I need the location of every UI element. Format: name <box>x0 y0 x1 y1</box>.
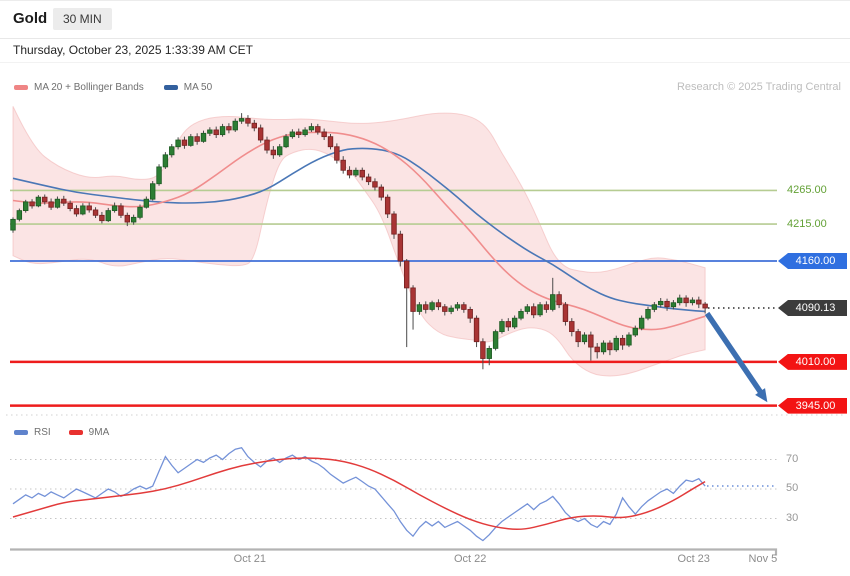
sub-divider <box>0 62 850 63</box>
rsi-axis-tick: 50 <box>786 482 799 494</box>
x-axis-date-label: Oct 22 <box>453 553 487 565</box>
rsi-label: RSI <box>34 427 51 438</box>
rsi-9ma-swatch-icon <box>68 430 83 435</box>
legend-item-ma20-bollinger: MA 20 + Bollinger Bands <box>14 82 144 93</box>
timeframe-badge: 30 MIN <box>53 8 112 30</box>
price-level-tag-3945-00: 3945.00 <box>778 397 847 414</box>
price-level-tag-4265-00: 4265.00 <box>787 184 827 197</box>
x-axis-date-label: Oct 21 <box>233 553 267 565</box>
legend-item-9ma: 9MA <box>68 427 110 438</box>
x-axis-date-label: Nov 5 <box>748 553 778 565</box>
price-level-tag-4010-00: 4010.00 <box>778 353 847 370</box>
chart-datetime: Thursday, October 23, 2025 1:33:39 AM CE… <box>13 43 253 57</box>
symbol-title: Gold <box>13 10 48 27</box>
rsi-axis-tick: 30 <box>786 511 799 524</box>
research-credit: Research © 2025 Trading Central <box>676 81 841 93</box>
ma50-label: MA 50 <box>183 82 213 93</box>
ma20-bollinger-swatch-icon <box>14 85 28 90</box>
rsi-swatch-icon <box>14 430 28 435</box>
legend-item-ma50: MA 50 <box>163 82 213 93</box>
rsi-legend: RSI 9MA <box>14 427 109 438</box>
rsi-9ma-label: 9MA <box>88 427 110 438</box>
price-level-tag-4160-00: 4160.00 <box>778 253 847 270</box>
ma50-swatch-icon <box>163 85 178 90</box>
rsi-axis-tick: 70 <box>786 452 799 465</box>
legend-item-rsi: RSI <box>14 427 51 438</box>
ma20-bollinger-label: MA 20 + Bollinger Bands <box>34 82 144 93</box>
price-level-tag-4090-13: 4090.13 <box>778 300 847 316</box>
price-level-tag-4215-00: 4215.00 <box>787 218 827 231</box>
header-divider <box>0 38 850 39</box>
main-chart-legend: MA 20 + Bollinger Bands MA 50 <box>14 82 212 93</box>
x-axis-date-label: Oct 23 <box>677 553 710 565</box>
